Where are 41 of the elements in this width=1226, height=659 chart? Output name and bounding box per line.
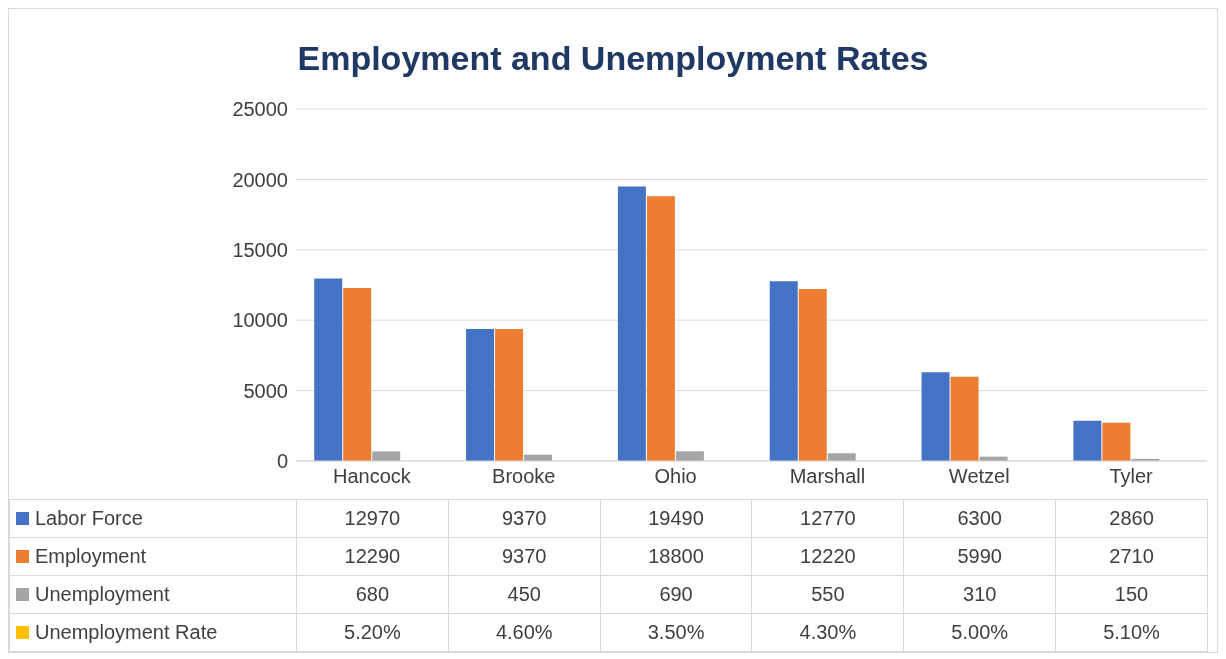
data-label: 310: [903, 575, 1056, 614]
data-label: 5.10%: [1055, 613, 1208, 652]
x-tick-label: Marshall: [789, 465, 866, 488]
data-label: 12220: [751, 537, 904, 576]
y-tick-label: 5000: [243, 379, 288, 402]
y-tick-label: 20000: [232, 168, 288, 191]
data-label: 150: [1055, 575, 1208, 614]
y-tick-label: 25000: [232, 98, 288, 121]
x-tick-label: Hancock: [333, 465, 412, 488]
x-tick-label: Wetzel: [948, 465, 1010, 488]
data-label: 12970: [296, 499, 449, 538]
x-tick-label: Brooke: [492, 465, 556, 488]
data-label: 9370: [448, 537, 601, 576]
legend-label: Unemployment: [9, 575, 297, 614]
data-label: 2710: [1055, 537, 1208, 576]
data-label: 5.00%: [903, 613, 1056, 652]
data-label: 680: [296, 575, 449, 614]
data-label: 5.20%: [296, 613, 449, 652]
data-label: 450: [448, 575, 601, 614]
data-label: 2860: [1055, 499, 1208, 538]
legend-label: Labor Force: [9, 499, 297, 538]
data-label: 18800: [600, 537, 752, 576]
x-tick-label: Tyler: [1109, 465, 1154, 488]
data-label: 19490: [600, 499, 752, 538]
data-label: 5990: [903, 537, 1056, 576]
data-label: 12290: [296, 537, 449, 576]
y-tick-label: 15000: [232, 238, 288, 261]
chart-title: Employment and Unemployment Rates: [296, 38, 930, 79]
data-label: 4.60%: [448, 613, 601, 652]
legend-label: Unemployment Rate: [9, 613, 297, 652]
y-tick-label: 0: [276, 450, 288, 473]
data-label: 3.50%: [600, 613, 752, 652]
data-label: 12770: [751, 499, 904, 538]
data-label: 4.30%: [751, 613, 904, 652]
y-tick-label: 10000: [232, 309, 288, 332]
data-label: 6300: [903, 499, 1056, 538]
data-label: 550: [751, 575, 904, 614]
x-tick-label: Ohio: [654, 465, 697, 488]
data-label: 9370: [448, 499, 601, 538]
data-label: 690: [600, 575, 752, 614]
legend-label: Employment: [9, 537, 297, 576]
